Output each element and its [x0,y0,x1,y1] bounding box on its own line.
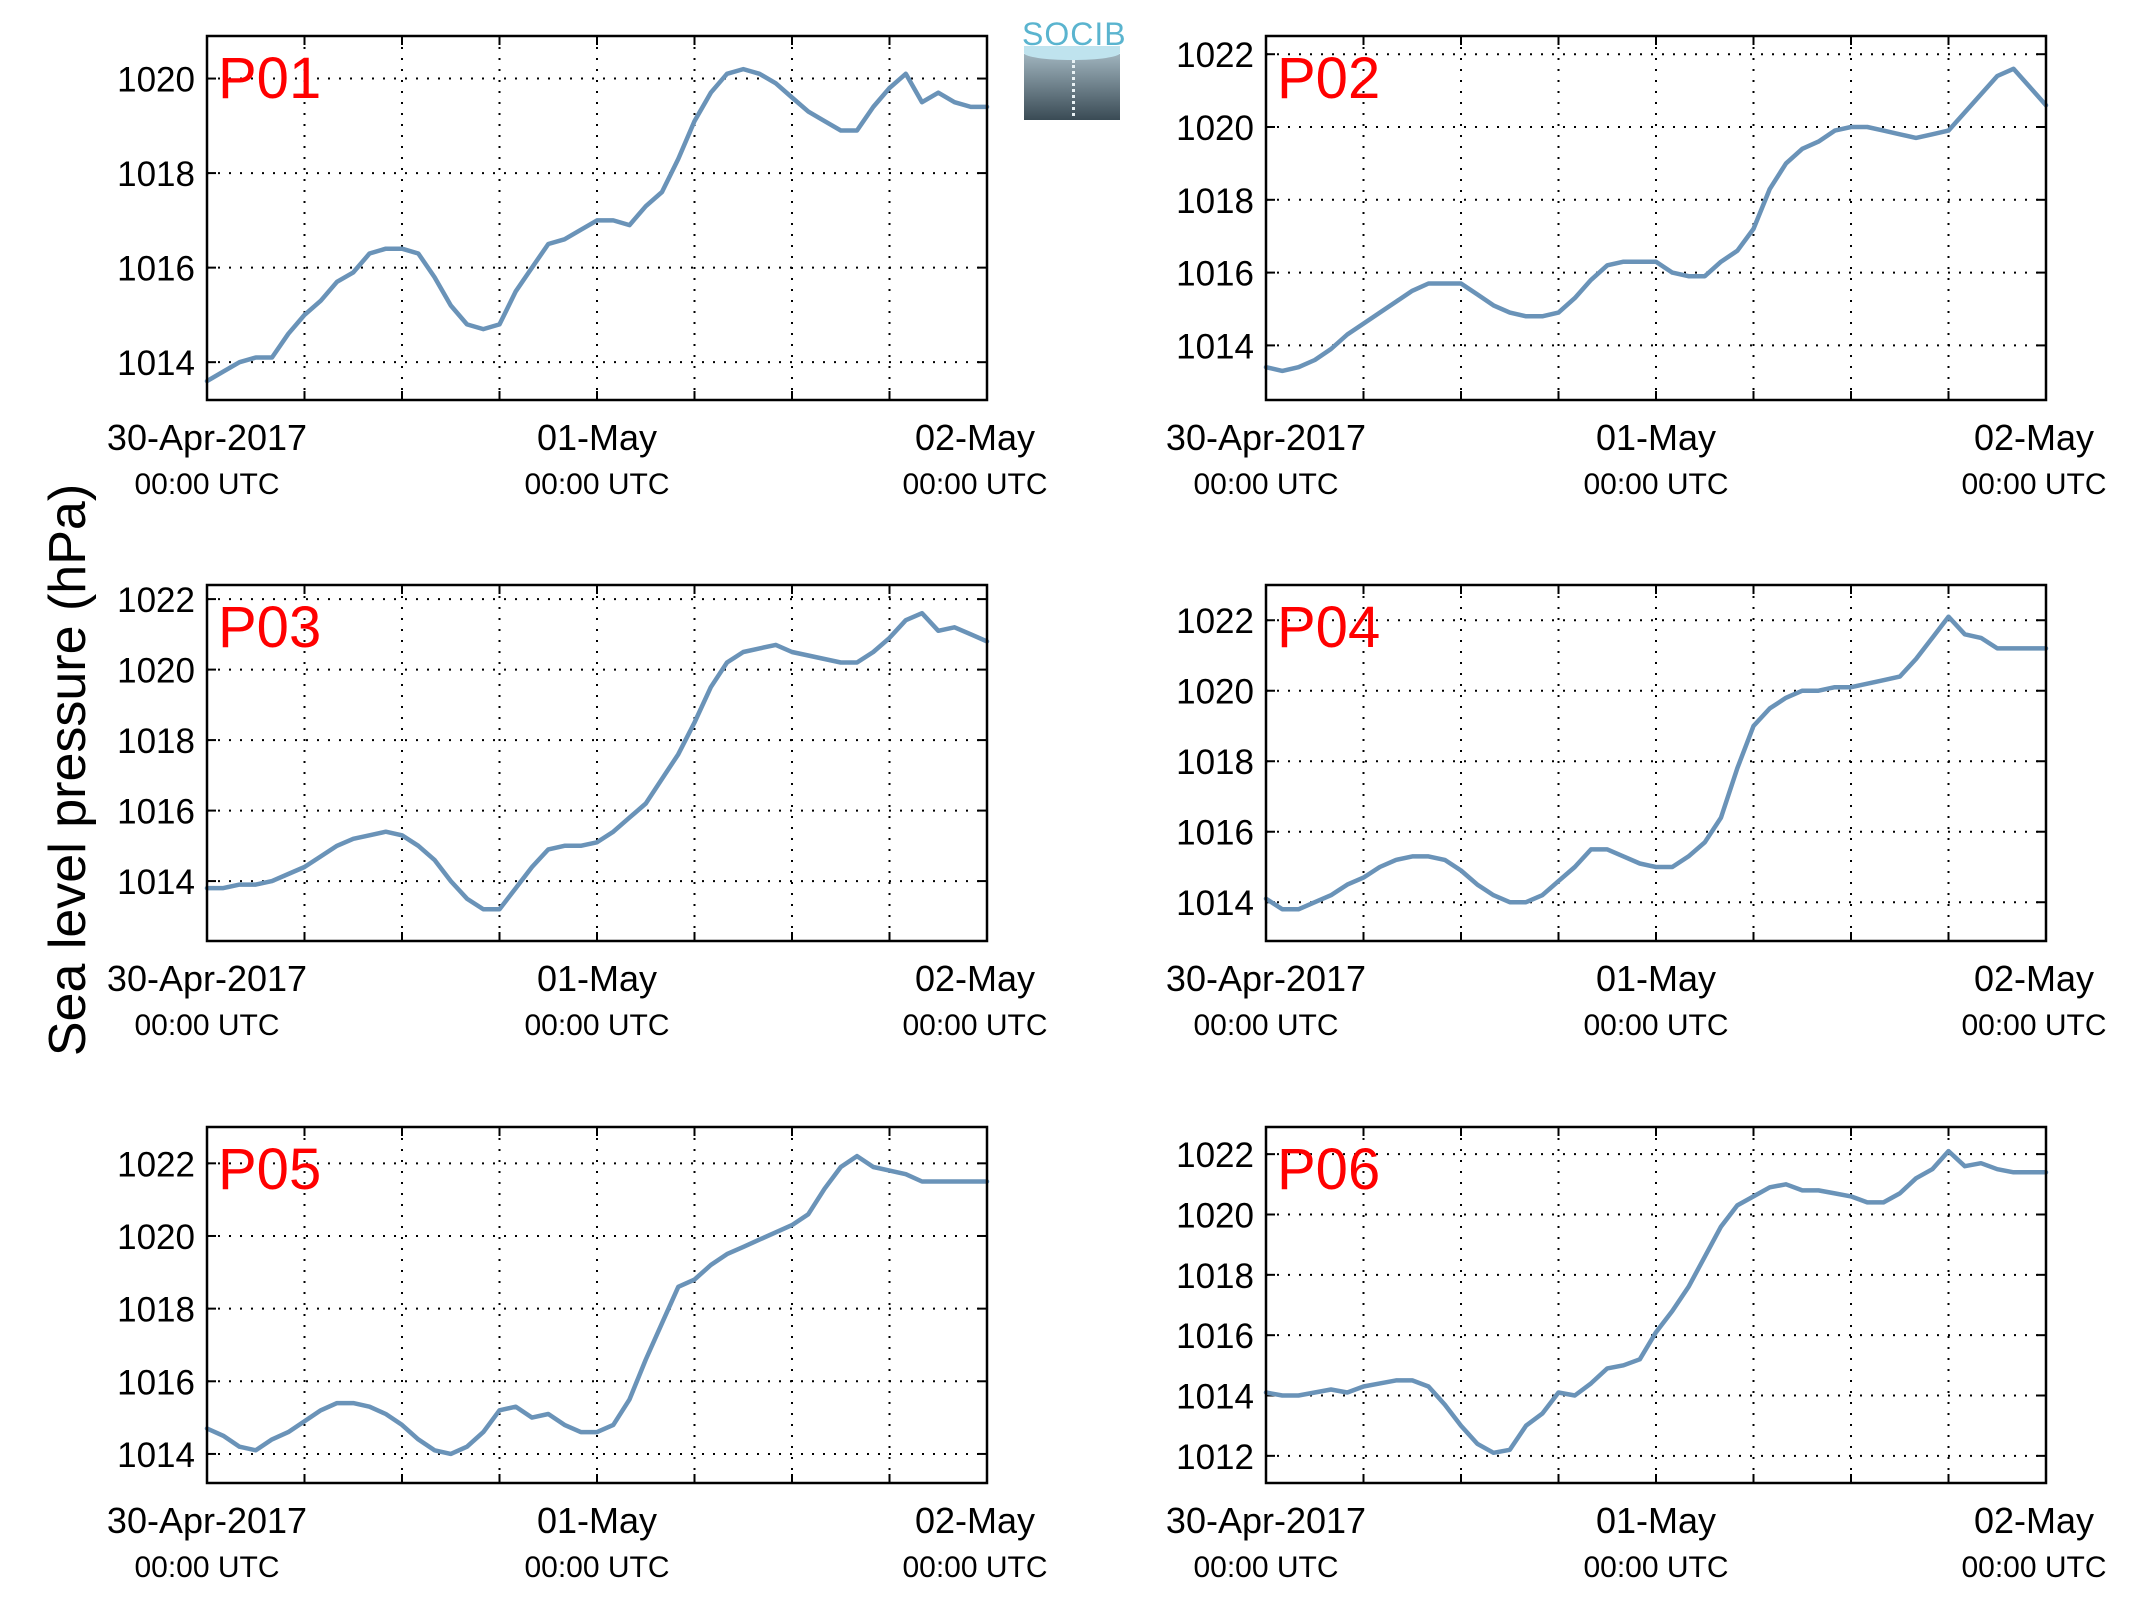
y-tick-label: 1016 [1176,255,1254,294]
x-tick-sublabel: 00:00 UTC [524,468,669,501]
station-label: P06 [1277,1137,1380,1202]
x-tick-label: 02-May [915,958,1035,999]
y-tick-label: 1016 [117,250,195,289]
x-tick-label: 01-May [537,958,657,999]
plot-frame [1264,1125,2048,1485]
y-tick-label: 1020 [1176,1196,1254,1235]
x-tick-sublabel: 00:00 UTC [524,1009,669,1042]
x-tick-label: 01-May [1596,958,1716,999]
chart-panel-p02: 1014 1016 1018 1020 1022 P02 30-Apr-2017 00:00 … [1166,34,2107,501]
chart-panel-p04: 1014 1016 1018 1020 1022 P04 30-Apr-2017 00:00 … [1166,583,2107,1042]
y-tick-label: 1014 [117,1436,195,1475]
x-tick-sublabel: 00:00 UTC [134,468,279,501]
x-tick-sublabel: 00:00 UTC [902,468,1047,501]
x-tick-sublabel: 00:00 UTC [902,1009,1047,1042]
x-tick-label: 30-Apr-2017 [1166,1500,1366,1541]
series-line-p06 [1263,1148,2049,1456]
station-label: P02 [1277,46,1380,111]
y-tick-label: 1022 [117,1145,195,1184]
x-tick-label: 01-May [537,1500,657,1541]
station-label: P04 [1277,595,1380,660]
y-tick-label: 1014 [117,344,195,383]
y-tick-label: 1018 [1176,743,1254,782]
series-line-p05 [204,1153,990,1457]
y-tick-label: 1014 [1176,884,1254,923]
y-tick-label: 1018 [117,722,195,761]
y-tick-label: 1016 [1176,1317,1254,1356]
series-line-p02 [1263,66,2049,374]
plot-frame [205,34,989,402]
y-tick-label: 1014 [117,863,195,902]
x-tick-sublabel: 00:00 UTC [134,1009,279,1042]
y-tick-label: 1020 [1176,673,1254,712]
x-tick-sublabel: 00:00 UTC [902,1551,1047,1584]
x-tick-sublabel: 00:00 UTC [1583,1551,1728,1584]
x-tick-sublabel: 00:00 UTC [1961,468,2106,501]
chart-panel-p03: 1014 1016 1018 1020 1022 P03 30-Apr-2017 00:00 … [107,581,1048,1042]
chart-panel-p06: 1012 1014 1016 1018 1020 1022 P06 30-Apr-2017 00… [1166,1125,2107,1584]
x-tick-label: 02-May [1974,417,2094,458]
plot-frame [1264,34,2048,402]
x-tick-sublabel: 00:00 UTC [134,1551,279,1584]
y-tick-label: 1016 [117,793,195,832]
y-tick-label: 1022 [1176,36,1254,75]
y-tick-label: 1020 [117,61,195,100]
y-tick-label: 1016 [1176,814,1254,853]
x-tick-label: 02-May [915,1500,1035,1541]
x-tick-sublabel: 00:00 UTC [1193,1551,1338,1584]
x-tick-label: 01-May [1596,417,1716,458]
x-tick-sublabel: 00:00 UTC [1961,1551,2106,1584]
y-tick-label: 1020 [117,652,195,691]
series-line-p04 [1263,614,2049,912]
x-tick-label: 01-May [1596,1500,1716,1541]
x-tick-sublabel: 00:00 UTC [1193,468,1338,501]
series-line-p01 [204,66,990,384]
chart-panel-p05: 1014 1016 1018 1020 1022 P05 30-Apr-2017 00:00 … [107,1125,1048,1584]
x-tick-label: 01-May [537,417,657,458]
y-tick-label: 1014 [1176,327,1254,366]
y-tick-label: 1022 [1176,602,1254,641]
logo-wave [1024,46,1120,60]
y-tick-label: 1020 [117,1218,195,1257]
y-tick-label: 1018 [1176,182,1254,221]
logo-dash [1072,60,1075,116]
y-tick-label: 1012 [1176,1438,1254,1477]
x-tick-sublabel: 00:00 UTC [1583,468,1728,501]
station-label: P05 [218,1137,321,1202]
y-tick-label: 1022 [1176,1136,1254,1175]
x-tick-sublabel: 00:00 UTC [1961,1009,2106,1042]
x-tick-label: 02-May [1974,1500,2094,1541]
y-tick-label: 1018 [117,155,195,194]
y-tick-label: 1016 [117,1363,195,1402]
plot-frame [205,583,989,943]
x-tick-label: 30-Apr-2017 [107,1500,307,1541]
y-tick-label: 1020 [1176,109,1254,148]
chart-panel-p01: 1014 1016 1018 1020 P01 30-Apr-2017 00:00 UTC 0… [107,34,1048,501]
y-tick-label: 1014 [1176,1378,1254,1417]
x-tick-label: 30-Apr-2017 [107,417,307,458]
x-tick-label: 30-Apr-2017 [1166,958,1366,999]
x-tick-label: 30-Apr-2017 [1166,417,1366,458]
y-tick-label: 1022 [117,581,195,620]
x-tick-label: 02-May [915,417,1035,458]
socib-logo: SOCIB [1022,16,1126,122]
plot-frame [205,1125,989,1485]
x-tick-sublabel: 00:00 UTC [524,1551,669,1584]
y-tick-label: 1018 [117,1291,195,1330]
y-tick-label: 1018 [1176,1257,1254,1296]
plot-frame [1264,583,2048,943]
x-tick-sublabel: 00:00 UTC [1193,1009,1338,1042]
station-label: P01 [218,46,321,111]
station-label: P03 [218,595,321,660]
x-tick-sublabel: 00:00 UTC [1583,1009,1728,1042]
series-line-p03 [204,610,990,912]
x-tick-label: 02-May [1974,958,2094,999]
x-tick-label: 30-Apr-2017 [107,958,307,999]
